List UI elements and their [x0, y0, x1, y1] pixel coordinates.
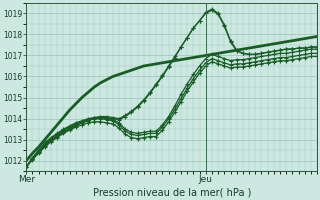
X-axis label: Pression niveau de la mer( hPa ): Pression niveau de la mer( hPa ): [92, 187, 251, 197]
